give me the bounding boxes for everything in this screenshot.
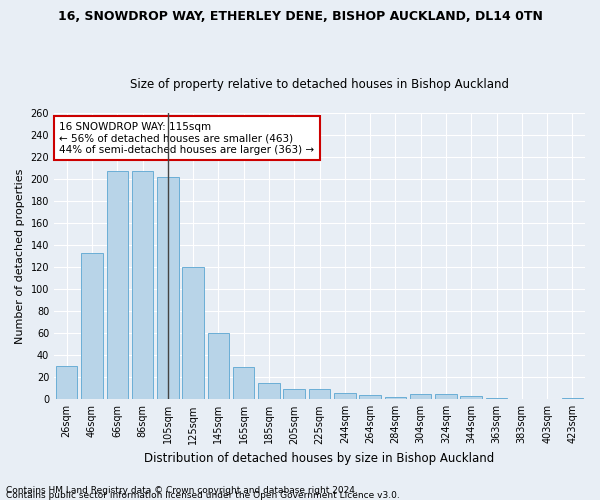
Bar	[562, 398, 583, 400]
Bar	[107, 172, 128, 400]
Bar	[81, 253, 103, 400]
Bar	[283, 390, 305, 400]
Bar	[410, 394, 431, 400]
Bar	[309, 390, 330, 400]
Bar	[208, 333, 229, 400]
Title: Size of property relative to detached houses in Bishop Auckland: Size of property relative to detached ho…	[130, 78, 509, 91]
Text: Contains HM Land Registry data © Crown copyright and database right 2024.: Contains HM Land Registry data © Crown c…	[6, 486, 358, 495]
Bar	[56, 366, 77, 400]
Text: Contains public sector information licensed under the Open Government Licence v3: Contains public sector information licen…	[6, 491, 400, 500]
Bar	[334, 392, 356, 400]
Bar	[359, 395, 381, 400]
Bar	[233, 368, 254, 400]
Bar	[157, 177, 179, 400]
Text: 16, SNOWDROP WAY, ETHERLEY DENE, BISHOP AUCKLAND, DL14 0TN: 16, SNOWDROP WAY, ETHERLEY DENE, BISHOP …	[58, 10, 542, 23]
X-axis label: Distribution of detached houses by size in Bishop Auckland: Distribution of detached houses by size …	[145, 452, 494, 465]
Bar	[182, 267, 204, 400]
Y-axis label: Number of detached properties: Number of detached properties	[15, 168, 25, 344]
Bar	[132, 172, 153, 400]
Bar	[385, 397, 406, 400]
Bar	[486, 398, 507, 400]
Bar	[258, 383, 280, 400]
Bar	[435, 394, 457, 400]
Text: 16 SNOWDROP WAY: 115sqm
← 56% of detached houses are smaller (463)
44% of semi-d: 16 SNOWDROP WAY: 115sqm ← 56% of detache…	[59, 122, 314, 155]
Bar	[460, 396, 482, 400]
